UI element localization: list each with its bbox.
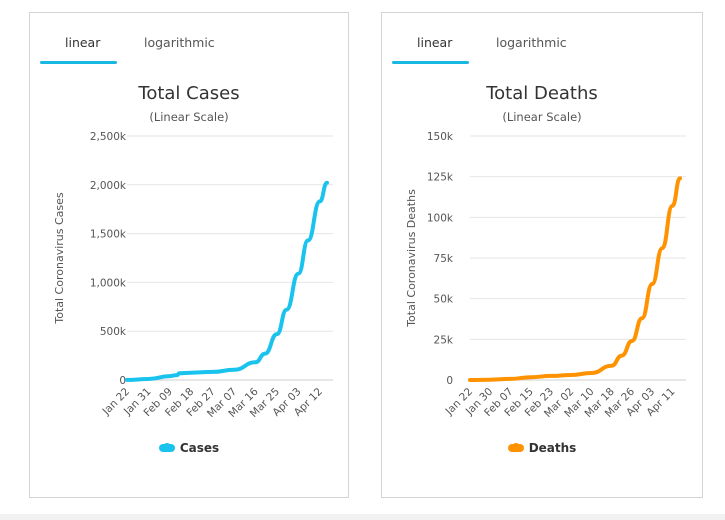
active-tab-indicator (40, 61, 117, 64)
data-point[interactable] (295, 271, 301, 277)
data-point[interactable] (253, 359, 259, 365)
data-point[interactable] (284, 307, 290, 313)
data-point[interactable] (609, 363, 615, 369)
deaths-scale-tabs: linear logarithmic (382, 13, 702, 65)
legend-label: Cases (179, 441, 220, 455)
active-tab-indicator (392, 61, 469, 64)
data-point[interactable] (619, 353, 625, 359)
chart-subtitle: (Linear Scale) (502, 110, 582, 124)
data-point[interactable] (487, 377, 493, 383)
y-tick-label: 1,000k (90, 277, 127, 289)
deaths-chart-panel: linear logarithmic Total Deaths (Linear … (381, 12, 703, 498)
data-point[interactable] (669, 203, 675, 209)
series-line (125, 180, 329, 382)
chart-subtitle: (Linear Scale) (149, 110, 229, 124)
data-point[interactable] (508, 376, 514, 382)
cases-chart-panel: linear logarithmic Total Cases (Linear S… (29, 12, 349, 498)
tab-logarithmic[interactable]: logarithmic (144, 35, 215, 50)
page-footer-strip (0, 514, 725, 520)
data-point[interactable] (210, 369, 216, 375)
legend-label: Deaths (528, 441, 577, 455)
data-point[interactable] (274, 331, 280, 337)
y-tick-label: 0 (119, 375, 126, 387)
y-tick-label: 2,500k (90, 131, 127, 143)
data-point[interactable] (231, 367, 237, 373)
y-tick-label: 125k (427, 172, 454, 184)
data-point[interactable] (176, 370, 182, 376)
y-axis-label: Total Coronavirus Deaths (405, 189, 418, 328)
data-point[interactable] (649, 281, 655, 287)
y-tick-label: 1,500k (90, 229, 127, 241)
data-point[interactable] (324, 180, 330, 186)
data-point[interactable] (262, 351, 268, 357)
y-tick-label: 100k (427, 212, 454, 224)
y-tick-label: 0 (446, 375, 453, 387)
chart-title: Total Cases (138, 83, 240, 104)
tab-logarithmic[interactable]: logarithmic (496, 35, 567, 50)
data-point[interactable] (629, 338, 635, 344)
data-point[interactable] (467, 377, 473, 383)
y-tick-label: 50k (434, 294, 454, 306)
data-point[interactable] (317, 198, 323, 204)
data-point[interactable] (568, 372, 574, 378)
data-point[interactable] (167, 373, 173, 379)
legend-swatch (158, 443, 175, 452)
data-point[interactable] (188, 370, 194, 376)
data-point[interactable] (305, 237, 311, 243)
data-point[interactable] (548, 373, 554, 379)
y-axis-label: Total Coronavirus Cases (53, 192, 66, 325)
y-tick-label: 25k (434, 334, 454, 346)
data-point[interactable] (588, 370, 594, 376)
cases-scale-tabs: linear logarithmic (30, 13, 348, 65)
deaths-legend[interactable]: Deaths (382, 441, 702, 455)
y-tick-label: 150k (427, 131, 454, 143)
data-point[interactable] (124, 377, 130, 383)
data-point[interactable] (639, 315, 645, 321)
cases-legend[interactable]: Cases (30, 441, 348, 455)
y-tick-label: 500k (100, 326, 127, 338)
series-line (468, 176, 682, 382)
data-point[interactable] (528, 374, 534, 380)
data-point[interactable] (677, 175, 683, 181)
tab-linear[interactable]: linear (417, 35, 453, 50)
data-point[interactable] (659, 245, 665, 251)
tab-linear[interactable]: linear (65, 35, 101, 50)
legend-swatch (507, 443, 524, 452)
y-tick-label: 75k (434, 253, 454, 265)
chart-title: Total Deaths (486, 83, 598, 104)
data-point[interactable] (145, 376, 151, 382)
y-tick-label: 2,000k (90, 180, 127, 192)
